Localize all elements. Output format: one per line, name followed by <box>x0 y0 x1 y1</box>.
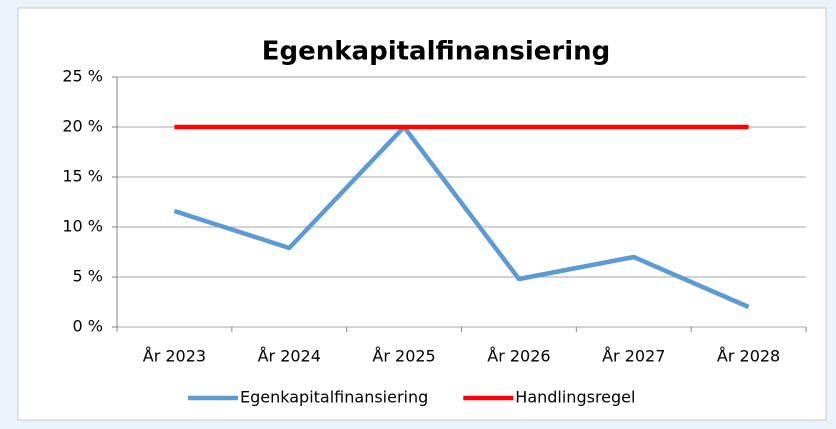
y-tick-label: 15 % <box>62 167 103 186</box>
y-tick-label: 20 % <box>62 117 103 136</box>
x-tick-label: År 2028 <box>717 347 780 366</box>
legend-label: Handlingsregel <box>515 388 635 407</box>
series-line <box>173 124 750 310</box>
x-tick-label: År 2023 <box>143 347 206 366</box>
chart-title: Egenkapitalfinansiering <box>262 37 610 67</box>
x-tick-label: År 2027 <box>602 347 665 366</box>
y-tick-label: 10 % <box>62 217 103 236</box>
y-tick-label: 5 % <box>73 267 103 286</box>
legend-label: Egenkapitalfinansiering <box>240 388 428 407</box>
x-tick-label: År 2025 <box>372 347 435 366</box>
y-tick-label: 25 % <box>62 67 103 86</box>
y-tick-label: 0 % <box>73 317 103 336</box>
x-tick-label: År 2024 <box>258 347 321 366</box>
x-tick-label: År 2026 <box>487 347 550 366</box>
